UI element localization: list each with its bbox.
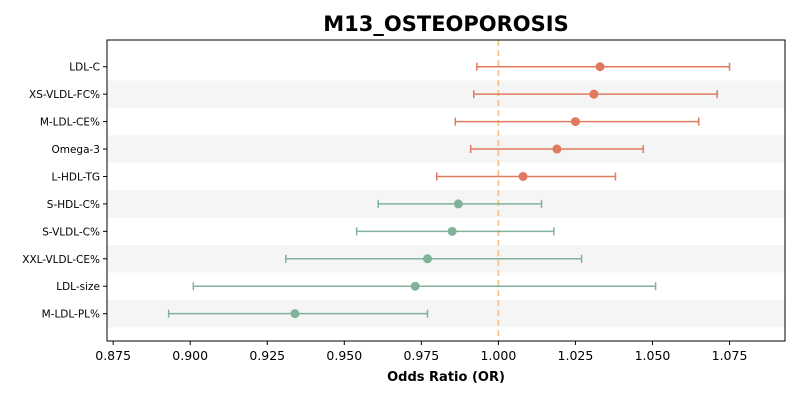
x-tick-label: 1.025 [558, 348, 594, 363]
plot-area: LDL-C XS-VLDL-FC% M-LDL-CE% Omega-3 L-HDL-TG… [22, 39, 786, 363]
y-tick-label: S-VLDL-C% [42, 226, 100, 238]
y-tick-label: XXL-VLDL-CE% [22, 254, 100, 266]
y-tick-label: XS-VLDL-FC% [29, 89, 100, 101]
or-point [595, 62, 605, 72]
or-point [589, 89, 599, 99]
y-tick-label: Omega-3 [51, 144, 100, 156]
or-point [453, 199, 463, 209]
row-band [107, 135, 785, 163]
x-tick-label: 1.050 [635, 348, 671, 363]
y-tick-label: L-HDL-TG [52, 171, 100, 183]
y-tick-label: M-LDL-PL% [42, 309, 100, 321]
chart-title: M13_OSTEOPOROSIS [323, 12, 568, 36]
or-point [570, 117, 580, 127]
x-tick-label: 0.950 [326, 348, 362, 363]
or-point [518, 171, 528, 181]
y-tick-label: LDL-size [56, 281, 100, 293]
x-tick-label: 0.925 [249, 348, 285, 363]
x-tick-label: 1.075 [712, 348, 748, 363]
x-axis-label: Odds Ratio (OR) [387, 370, 505, 385]
x-tick-label: 1.000 [480, 348, 516, 363]
or-point [447, 226, 457, 236]
or-point [410, 281, 420, 291]
x-tick-label: 0.975 [403, 348, 439, 363]
x-tick-label: 0.875 [95, 348, 131, 363]
axes-frame [106, 39, 786, 342]
y-tick-label: S-HDL-C% [47, 199, 100, 211]
y-tick-label: M-LDL-CE% [40, 117, 100, 129]
x-tick-label: 0.900 [172, 348, 208, 363]
or-point [290, 309, 300, 319]
or-point [552, 144, 562, 154]
y-tick-label: LDL-C [69, 62, 100, 74]
or-point [423, 254, 433, 264]
